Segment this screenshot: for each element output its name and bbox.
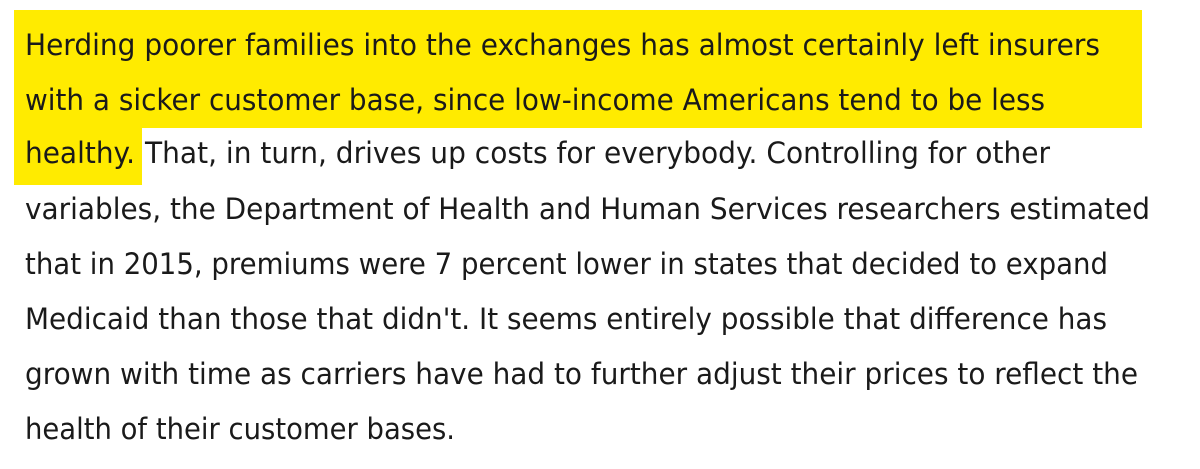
text-line: That, in turn, drives up costs for every…: [144, 136, 1050, 170]
text-line: grown with time as carriers have had to …: [25, 357, 1138, 391]
highlight: [14, 128, 142, 185]
highlighted-line: healthy.: [25, 136, 135, 170]
text-line: that in 2015, premiums were 7 percent lo…: [25, 247, 1108, 281]
highlighted-line: Herding poorer families into the exchang…: [25, 28, 1100, 62]
highlight: [14, 10, 1142, 128]
text-line: variables, the Department of Health and …: [25, 192, 1150, 226]
highlighted-line: with a sicker customer base, since low-i…: [25, 83, 1045, 117]
text-line: Medicaid than those that didn't. It seem…: [25, 302, 1107, 336]
text-line: health of their customer bases.: [25, 412, 455, 446]
